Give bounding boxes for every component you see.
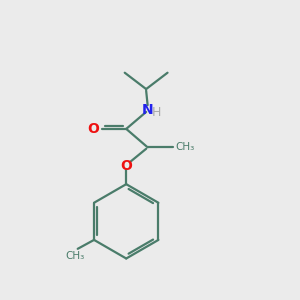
Text: O: O — [120, 159, 132, 173]
Text: N: N — [142, 103, 153, 118]
Text: H: H — [152, 106, 161, 119]
Text: CH₃: CH₃ — [66, 251, 85, 261]
Text: O: O — [88, 122, 100, 136]
Text: CH₃: CH₃ — [175, 142, 194, 152]
